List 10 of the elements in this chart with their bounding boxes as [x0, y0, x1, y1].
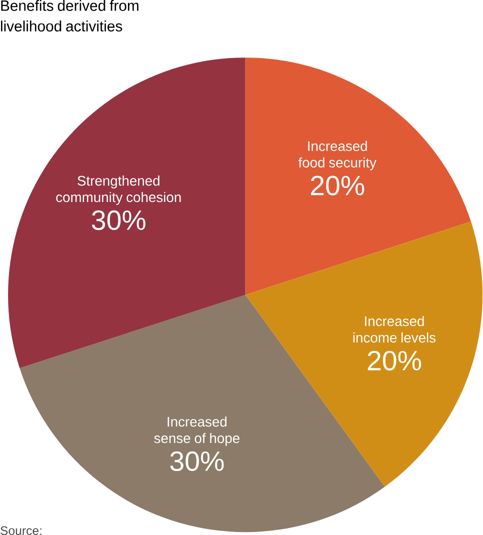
data-label: 20%	[311, 176, 364, 196]
source-note: Source:	[0, 526, 42, 535]
data-label: 30%	[170, 451, 224, 472]
chart-title: Benefits derived from livelihood activities	[1, 0, 139, 32]
slice-label: Strengthened community cohesion	[56, 176, 181, 205]
slice-label: Increased sense of hope	[154, 416, 240, 446]
data-label: 30%	[92, 210, 146, 230]
slice-label: Increased food security	[298, 140, 377, 170]
data-label: 20%	[368, 350, 422, 370]
slice-label: Increased income levels	[354, 316, 436, 343]
